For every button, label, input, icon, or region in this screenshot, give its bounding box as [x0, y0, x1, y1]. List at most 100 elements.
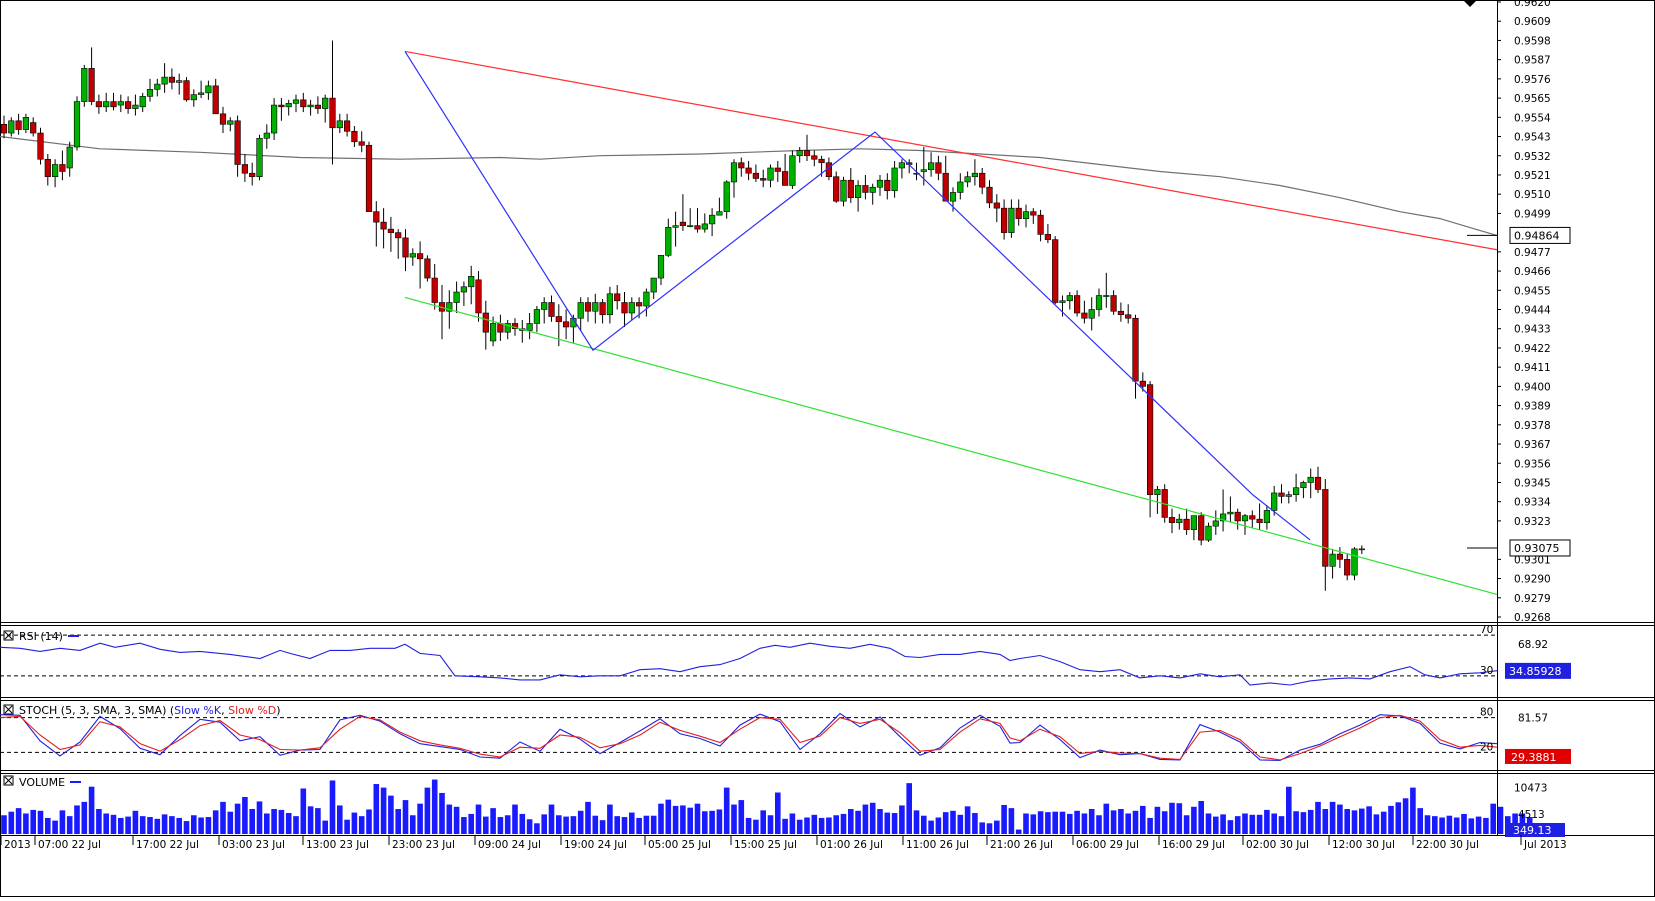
volume-bar [1373, 814, 1380, 834]
volume-bar [1337, 804, 1343, 834]
volume-bar [256, 801, 263, 834]
candle-bull [628, 302, 635, 314]
volume-bar [285, 813, 292, 834]
candle-bear [679, 221, 686, 226]
candle-bull [161, 76, 168, 85]
volume-bar [1410, 787, 1416, 834]
close-icon [3, 775, 14, 786]
rsi-level-label: 70 [1480, 624, 1493, 636]
candle-bull [876, 179, 884, 188]
candle-bear [993, 202, 1000, 209]
volume-bar [745, 817, 752, 834]
volume-bar [227, 811, 234, 834]
time-tick-label: 09:00 24 Jul [478, 839, 541, 851]
candle-bear [219, 113, 227, 125]
volume-bar [66, 816, 73, 834]
volume-bar [23, 813, 29, 834]
volume-bar [410, 815, 416, 834]
stoch-value-box [1505, 748, 1571, 764]
candle-bull [460, 286, 468, 293]
volume-bar [242, 796, 248, 834]
volume-bar [563, 816, 569, 834]
time-tick-label: 02:00 30 Jul [1246, 839, 1309, 851]
volume-bar [1030, 814, 1037, 834]
close-icon [4, 705, 13, 714]
candle-bear [1139, 380, 1146, 387]
volume-bar [322, 820, 328, 834]
volume-bar [490, 808, 496, 834]
candle-bear [1147, 384, 1154, 495]
volume-bar [1256, 814, 1263, 834]
candle-bear [803, 150, 811, 157]
candle-bull [270, 104, 278, 134]
volume-bar [1315, 801, 1321, 834]
volume-bar [483, 816, 489, 834]
volume-bar [994, 820, 1000, 834]
candle-bear [278, 104, 285, 108]
candle-bull [1103, 295, 1110, 297]
candle-bear [1015, 207, 1022, 219]
volume-bar [906, 783, 912, 834]
volume-bar [358, 816, 365, 834]
candle-bull [322, 97, 329, 109]
candle-bear [1198, 515, 1205, 541]
volume-bar [191, 815, 197, 834]
candle-bear [1249, 515, 1256, 520]
volume-bar [1366, 806, 1372, 834]
volume-bar [680, 805, 686, 834]
volume-bar [643, 815, 650, 834]
stoch-legend-label: STOCH (5, 3, SMA, 3, SMA) (Slow %K, Slow… [19, 704, 281, 717]
volume-bar [1052, 811, 1058, 834]
candle-bear [1081, 312, 1088, 319]
time-tick-label: 2013 [4, 839, 31, 851]
candle-bull [66, 146, 73, 169]
time-tick-label: 23:00 23 Jul [392, 839, 455, 851]
resistance-trendline [404, 50, 1498, 251]
price-label-box [1509, 539, 1571, 557]
candle-bull [1227, 511, 1234, 515]
price-tick-label: 0.9477 [1514, 247, 1551, 259]
candle-bear [1278, 492, 1285, 497]
candle-bull [1263, 510, 1270, 523]
stoch-level-label: 20 [1480, 741, 1493, 753]
volume-bar [220, 801, 226, 834]
volume-bar [775, 792, 781, 834]
time-tick-label: 05:00 25 Jul [648, 839, 711, 851]
volume-bar [731, 804, 737, 834]
volume-bar [37, 810, 44, 834]
candle-bull [1329, 553, 1336, 567]
volume-axis-label: 10473 [1514, 782, 1547, 794]
volume-bar [767, 815, 774, 834]
candle-bull [103, 101, 110, 108]
candle-bear [183, 80, 190, 101]
price-tick-label: 0.9554 [1514, 112, 1551, 124]
candle-bull [468, 276, 475, 288]
volume-bar [8, 811, 15, 834]
volume-bar [1402, 798, 1409, 834]
candle-bull [1307, 476, 1314, 483]
candle-bull [73, 101, 81, 148]
candle-bear [1000, 207, 1008, 233]
volume-bar [1286, 786, 1292, 834]
volume-bar [497, 817, 504, 834]
candle-bear [416, 253, 424, 260]
stoch-level-label: 80 [1480, 707, 1493, 719]
stoch-d-line [0, 714, 1498, 761]
volume-bar [1183, 815, 1190, 834]
candle-bear [1336, 553, 1343, 560]
volume-bar [439, 792, 445, 834]
candle-bear [1125, 314, 1132, 319]
volume-bar [548, 804, 555, 834]
volume-bar [607, 804, 613, 834]
candle-bear [1110, 295, 1117, 312]
candle-bull [256, 137, 263, 178]
volume-bar [833, 815, 839, 834]
price-tick-label: 0.9367 [1514, 439, 1551, 451]
volume-bar [132, 810, 139, 834]
volume-bar [1432, 816, 1438, 834]
price-tick-label: 0.9279 [1514, 593, 1551, 605]
candle-bear [584, 302, 592, 312]
candle-bull [190, 94, 197, 101]
